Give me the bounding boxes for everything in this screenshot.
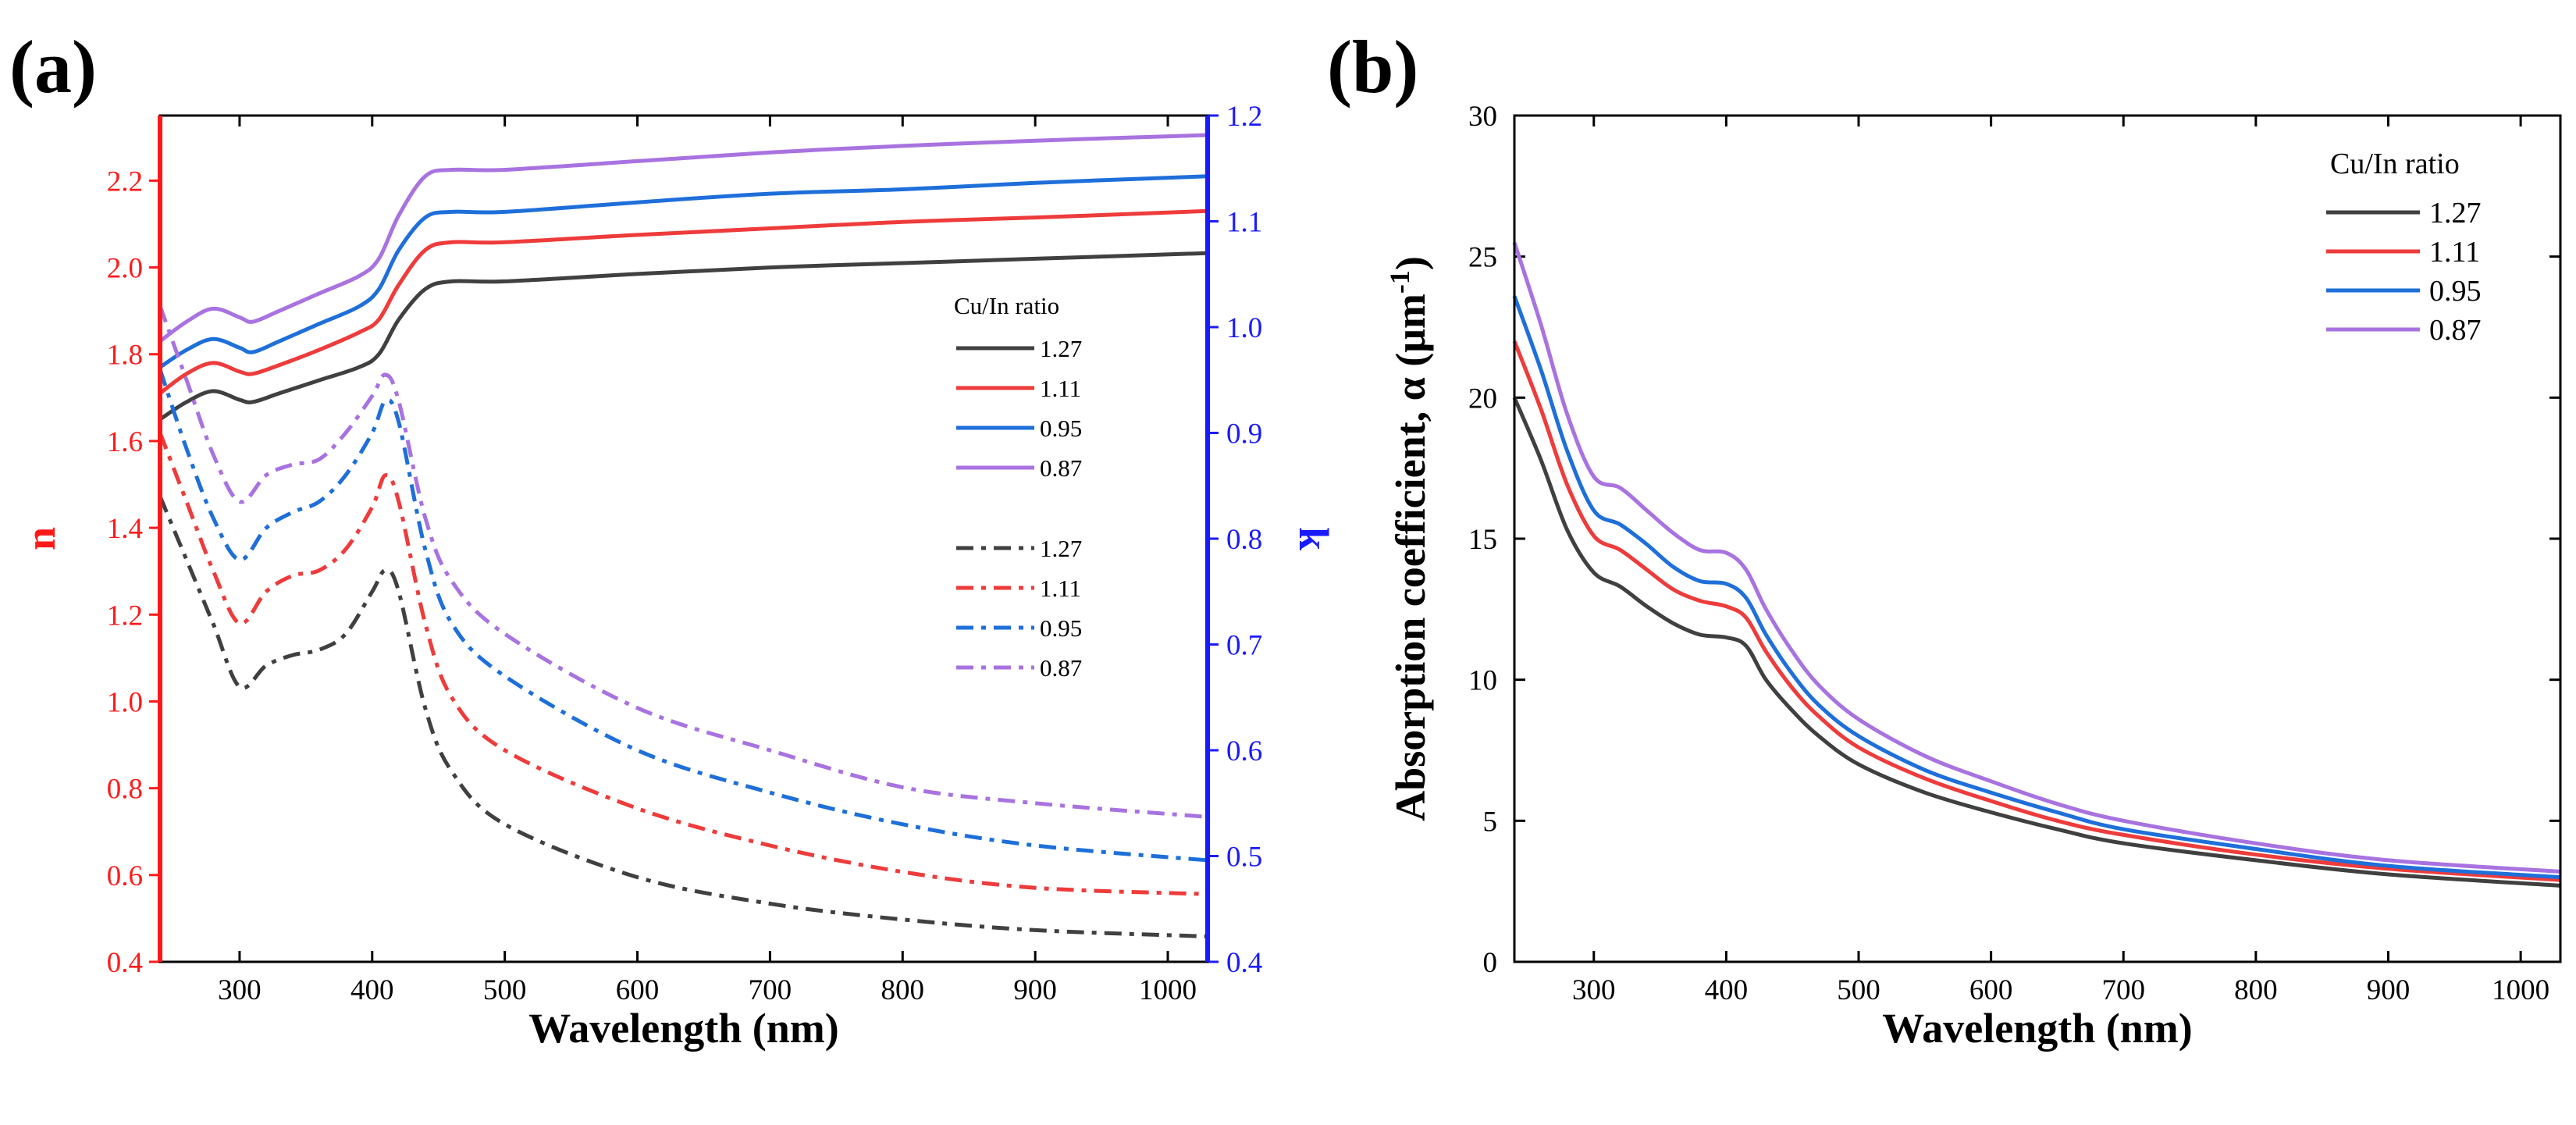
legend-title: Cu/In ratio <box>954 292 1059 319</box>
chart-a-lines <box>158 133 1208 938</box>
x-tick-label: 1000 <box>2492 974 2549 1006</box>
x-tick-label: 900 <box>1013 974 1057 1006</box>
series-line-n-1-11 <box>158 208 1208 395</box>
legend-entry-label: 0.95 <box>1040 614 1082 642</box>
n-tick-label: 2.2 <box>107 166 143 198</box>
x-tick-label: 800 <box>881 974 925 1006</box>
n-tick-label: 1.6 <box>107 426 143 458</box>
x-tick-label: 400 <box>1705 974 1749 1006</box>
panel-a-label: (a) <box>9 25 97 109</box>
legend-entry-label: 1.27 <box>2429 197 2482 230</box>
series-line-k-1-27 <box>158 495 1208 938</box>
chart-a-y2label: k <box>1290 527 1337 550</box>
k-tick-label: 0.9 <box>1226 418 1262 450</box>
chart-b-xlabel: Wavelength (nm) <box>1882 1005 2193 1052</box>
series-line-alpha-0-95 <box>1512 295 2561 880</box>
n-tick-label: 1.2 <box>107 600 143 632</box>
series-line-n-0-87 <box>158 133 1208 344</box>
n-tick-label: 0.8 <box>107 774 143 806</box>
x-tick-label: 800 <box>2234 974 2278 1006</box>
k-tick-label: 1.0 <box>1226 312 1262 344</box>
legend-entry-label: 1.27 <box>1040 335 1082 362</box>
legend-entry-label: 0.95 <box>1040 415 1082 442</box>
k-tick-label: 1.2 <box>1226 101 1262 133</box>
series-line-alpha-1-11 <box>1512 340 2561 882</box>
x-tick-label: 1000 <box>1139 974 1197 1006</box>
x-tick-label: 300 <box>218 974 262 1006</box>
x-tick-label: 600 <box>616 974 660 1006</box>
k-tick-label: 1.1 <box>1226 207 1262 239</box>
chart-b-lines <box>1512 241 2561 888</box>
chart-a-legend: Cu/In ratio 1.27 1.11 0.95 0.87 1.27 1.11 0.95 0… <box>954 292 1082 682</box>
series-line-n-0-95 <box>158 174 1208 369</box>
k-tick-label: 0.4 <box>1226 947 1262 979</box>
n-tick-label: 1.0 <box>107 686 143 718</box>
x-tick-label: 500 <box>483 974 527 1006</box>
chart-a-ticks: 300 400 500 600 700 800 900 1000 0.4 0.6 0.8 1.0 1.2… <box>107 101 1263 1006</box>
series-line-n-1-27 <box>158 251 1208 422</box>
chart-b-frame <box>1513 114 2562 963</box>
y-tick-label: 0 <box>1483 947 1498 979</box>
n-tick-label: 0.4 <box>107 947 143 979</box>
legend-entry-label: 0.87 <box>1040 454 1082 482</box>
legend-entry-label: 0.95 <box>2429 275 2482 308</box>
n-tick-label: 1.4 <box>107 513 143 545</box>
series-line-k-1-11 <box>158 432 1208 896</box>
x-tick-label: 400 <box>350 974 394 1006</box>
x-tick-label: 700 <box>749 974 792 1006</box>
legend-entry-label: 0.87 <box>2429 314 2482 347</box>
chart-b-legend: Cu/In ratio 1.27 1.11 0.95 0.87 <box>2326 148 2482 347</box>
legend-title: Cu/In ratio <box>2330 148 2460 180</box>
y-tick-label: 25 <box>1468 242 1497 274</box>
chart-b: 300 400 500 600 700 800 900 1000 0 5 10 15 20 25 30 Wa… <box>1384 101 2562 1052</box>
legend-entry-label: 1.11 <box>1040 375 1081 402</box>
legend-entry-label: 0.87 <box>1040 654 1082 682</box>
chart-a-ylabel: n <box>17 527 64 550</box>
chart-b-ylabel-main: Absorption coefficient, α (μm <box>1387 294 1434 821</box>
y-tick-label: 15 <box>1468 524 1497 556</box>
y-tick-label: 30 <box>1468 101 1497 133</box>
n-tick-label: 2.0 <box>107 253 143 285</box>
chart-a-xlabel: Wavelength (nm) <box>528 1005 839 1052</box>
k-tick-label: 0.8 <box>1226 524 1262 556</box>
y-tick-label: 10 <box>1468 665 1497 697</box>
x-tick-label: 600 <box>1969 974 2013 1006</box>
n-tick-label: 1.8 <box>107 340 143 372</box>
x-tick-label: 300 <box>1572 974 1616 1006</box>
k-tick-label: 0.7 <box>1226 630 1262 662</box>
n-tick-label: 0.6 <box>107 860 143 892</box>
x-tick-label: 900 <box>2367 974 2411 1006</box>
series-line-k-0-95 <box>158 368 1208 863</box>
k-tick-label: 0.6 <box>1226 735 1262 767</box>
chart-a: 300 400 500 600 700 800 900 1000 0.4 0.6 0.8 1.0 1.2… <box>17 101 1337 1052</box>
legend-entry-label: 1.27 <box>1040 535 1082 562</box>
k-tick-label: 0.5 <box>1226 842 1262 874</box>
chart-b-ylabel: Absorption coefficient, α (μm-1) <box>1384 256 1434 821</box>
y-tick-label: 20 <box>1468 383 1497 415</box>
legend-entry-label: 1.11 <box>1040 575 1081 602</box>
x-tick-label: 700 <box>2102 974 2146 1006</box>
series-line-alpha-0-87 <box>1512 241 2561 874</box>
chart-b-ylabel-sup: -1 <box>1384 270 1415 294</box>
y-tick-label: 5 <box>1483 806 1498 838</box>
x-tick-label: 500 <box>1837 974 1880 1006</box>
legend-entry-label: 1.11 <box>2429 236 2480 269</box>
panel-b-label: (b) <box>1327 25 1418 109</box>
series-line-k-0-87 <box>158 305 1208 819</box>
chart-b-ylabel-close: ) <box>1387 256 1434 270</box>
series-line-alpha-1-27 <box>1512 397 2561 888</box>
chart-b-ticks: 300 400 500 600 700 800 900 1000 0 5 10 15 20 25 30 <box>1468 101 2560 1006</box>
